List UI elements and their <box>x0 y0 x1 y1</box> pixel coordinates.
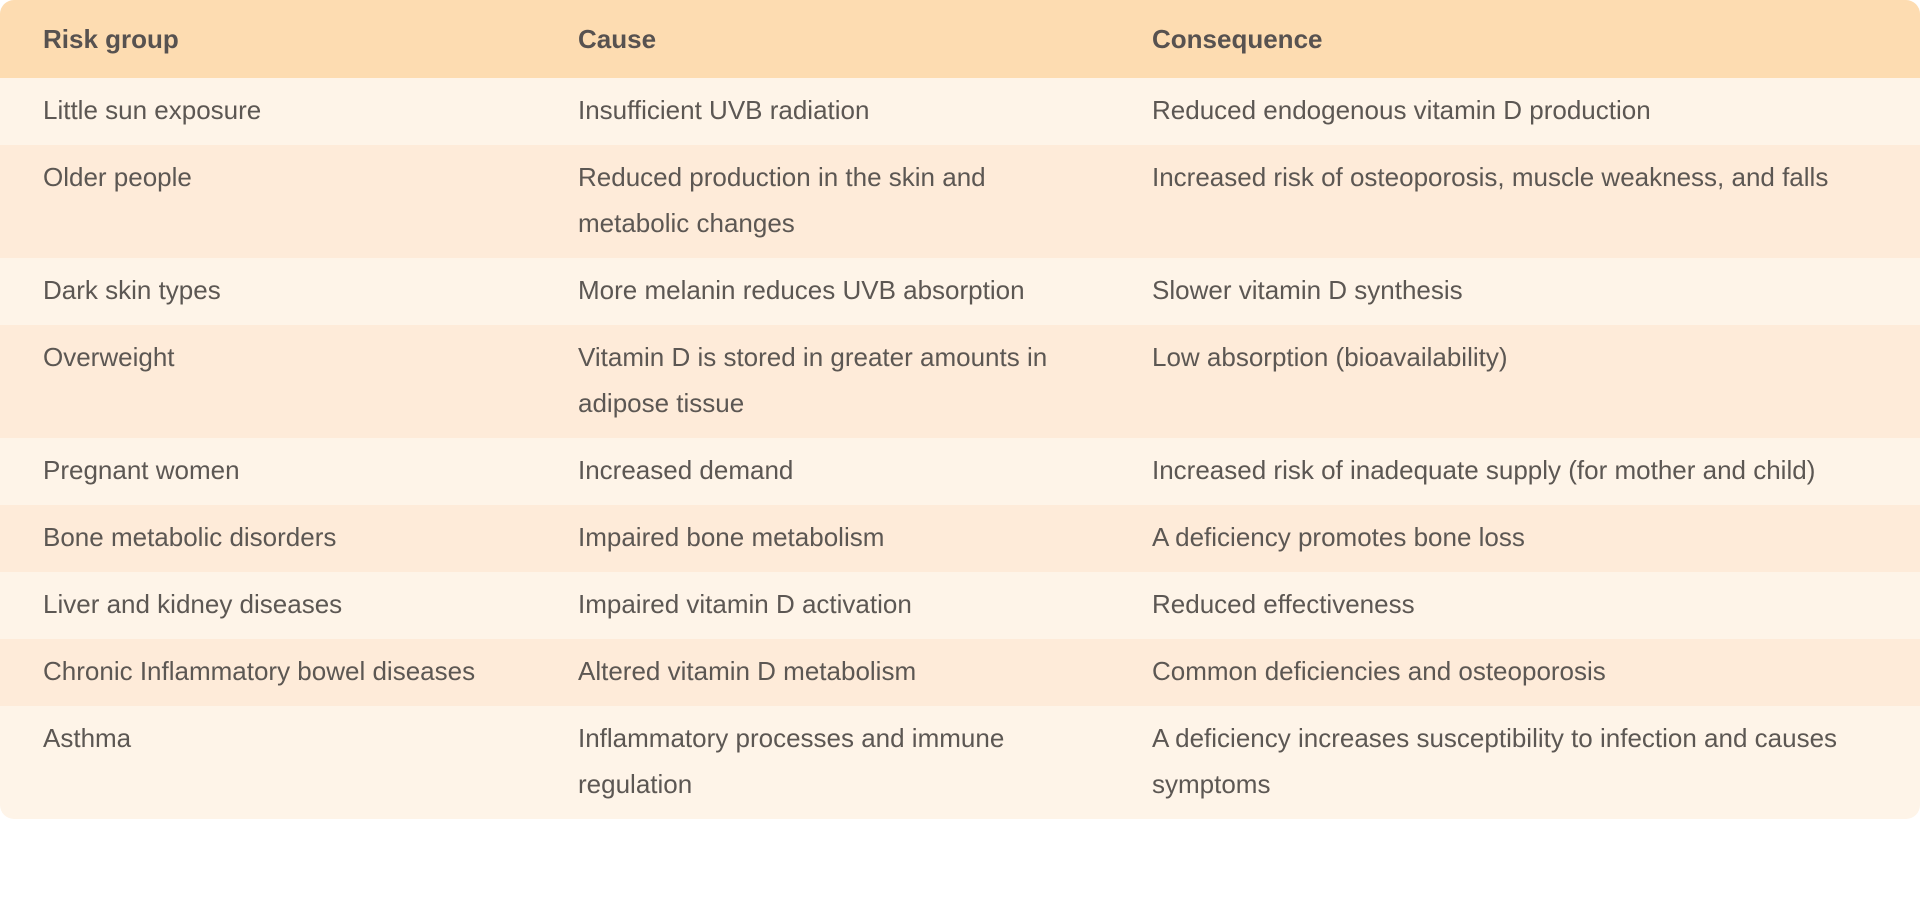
cell-risk-group: Liver and kidney diseases <box>0 572 535 639</box>
cell-risk-group: Dark skin types <box>0 258 535 325</box>
table-row: Pregnant women Increased demand Increase… <box>0 438 1920 505</box>
table-body: Little sun exposure Insufficient UVB rad… <box>0 78 1920 819</box>
cell-risk-group: Asthma <box>0 706 535 819</box>
cell-cause: Inflammatory processes and immune regula… <box>535 706 1109 819</box>
cell-consequence: Slower vitamin D synthesis <box>1109 258 1920 325</box>
table-row: Little sun exposure Insufficient UVB rad… <box>0 78 1920 145</box>
cell-cause: Increased demand <box>535 438 1109 505</box>
cell-cause: More melanin reduces UVB absorption <box>535 258 1109 325</box>
table-header: Risk group Cause Consequence <box>0 0 1920 78</box>
cell-consequence: Reduced effectiveness <box>1109 572 1920 639</box>
cell-consequence: Reduced endogenous vitamin D production <box>1109 78 1920 145</box>
table-row: Asthma Inflammatory processes and immune… <box>0 706 1920 819</box>
cell-cause: Impaired bone metabolism <box>535 505 1109 572</box>
cell-risk-group: Overweight <box>0 325 535 438</box>
cell-cause: Insufficient UVB radiation <box>535 78 1109 145</box>
header-risk-group: Risk group <box>0 0 535 78</box>
cell-cause: Reduced production in the skin and metab… <box>535 145 1109 258</box>
cell-consequence: A deficiency increases susceptibility to… <box>1109 706 1920 819</box>
cell-cause: Vitamin D is stored in greater amounts i… <box>535 325 1109 438</box>
table-row: Older people Reduced production in the s… <box>0 145 1920 258</box>
risk-group-table-container: Risk group Cause Consequence Little sun … <box>0 0 1920 819</box>
cell-risk-group: Chronic Inflammatory bowel diseases <box>0 639 535 706</box>
cell-consequence: Low absorption (bioavailability) <box>1109 325 1920 438</box>
cell-consequence: Increased risk of osteoporosis, muscle w… <box>1109 145 1920 258</box>
table-row: Liver and kidney diseases Impaired vitam… <box>0 572 1920 639</box>
cell-consequence: Increased risk of inadequate supply (for… <box>1109 438 1920 505</box>
cell-risk-group: Little sun exposure <box>0 78 535 145</box>
risk-group-table: Risk group Cause Consequence Little sun … <box>0 0 1920 819</box>
header-row: Risk group Cause Consequence <box>0 0 1920 78</box>
cell-risk-group: Older people <box>0 145 535 258</box>
cell-cause: Altered vitamin D metabolism <box>535 639 1109 706</box>
cell-risk-group: Pregnant women <box>0 438 535 505</box>
cell-consequence: A deficiency promotes bone loss <box>1109 505 1920 572</box>
header-cause: Cause <box>535 0 1109 78</box>
cell-risk-group: Bone metabolic disorders <box>0 505 535 572</box>
table-row: Overweight Vitamin D is stored in greate… <box>0 325 1920 438</box>
cell-cause: Impaired vitamin D activation <box>535 572 1109 639</box>
cell-consequence: Common deficiencies and osteoporosis <box>1109 639 1920 706</box>
table-row: Bone metabolic disorders Impaired bone m… <box>0 505 1920 572</box>
header-consequence: Consequence <box>1109 0 1920 78</box>
table-row: Chronic Inflammatory bowel diseases Alte… <box>0 639 1920 706</box>
table-row: Dark skin types More melanin reduces UVB… <box>0 258 1920 325</box>
